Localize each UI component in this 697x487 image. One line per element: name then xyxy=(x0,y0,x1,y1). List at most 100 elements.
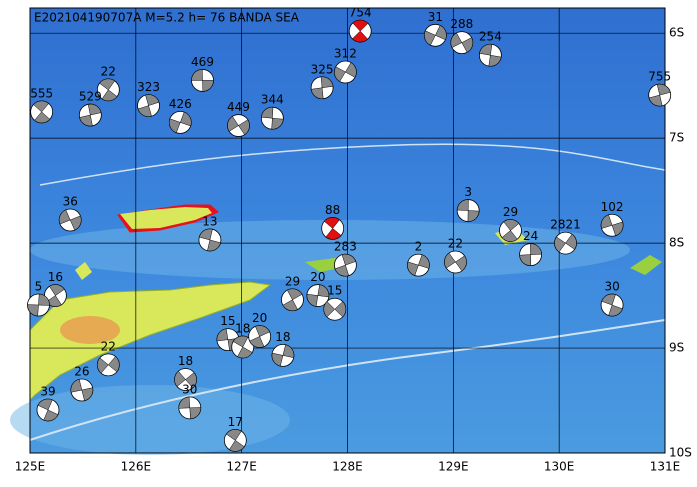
beachball-quadrant xyxy=(323,301,346,318)
island-timor xyxy=(29,281,272,402)
depth-label: 18 xyxy=(275,330,290,344)
map-title: E202104190707A M=5.2 h= 76 BANDA SEA xyxy=(34,11,300,25)
depth-label: 426 xyxy=(169,97,192,111)
y-tick-label: 9S xyxy=(669,341,684,355)
beachball-quadrant xyxy=(99,78,118,102)
depth-label: 449 xyxy=(227,100,250,114)
beachball-quadrant xyxy=(37,398,59,422)
x-tick-label: 128E xyxy=(332,460,363,474)
depth-label: 29 xyxy=(503,205,518,219)
depth-label: 3 xyxy=(464,185,472,199)
depth-label: 13 xyxy=(202,214,217,228)
y-tick-label: 8S xyxy=(669,236,684,250)
depth-label: 288 xyxy=(450,17,473,31)
beachball-quadrant xyxy=(79,103,102,127)
beachball-quadrant xyxy=(33,100,51,124)
trench-line xyxy=(39,143,666,186)
depth-label: 36 xyxy=(63,195,78,209)
depth-label: 17 xyxy=(228,415,243,429)
y-tick-label: 6S xyxy=(669,26,684,40)
depth-label: 254 xyxy=(479,30,502,44)
island xyxy=(630,255,662,275)
x-tick-label: 130E xyxy=(544,460,575,474)
depth-label: 15 xyxy=(327,284,342,298)
depth-label: 22 xyxy=(101,339,116,353)
x-tick-label: 126E xyxy=(121,460,152,474)
beachball-quadrant xyxy=(450,32,474,53)
beachball-quadrant xyxy=(501,219,520,242)
beachball-quadrant xyxy=(323,217,342,240)
beachball-quadrant xyxy=(601,293,623,317)
x-tick-label: 125E xyxy=(15,460,46,474)
beachball-quadrant xyxy=(334,253,357,277)
beachball-quadrant xyxy=(600,214,624,237)
beachball-quadrant xyxy=(519,243,542,266)
beachball-quadrant xyxy=(227,116,250,136)
depth-label: 469 xyxy=(191,55,214,69)
depth-label: 755 xyxy=(648,70,671,84)
depth-label: 15 xyxy=(220,314,235,328)
beachball-quadrant xyxy=(310,76,334,99)
beachball-quadrant xyxy=(232,335,253,359)
depth-label: 754 xyxy=(349,6,372,20)
beachball-quadrant xyxy=(648,83,671,107)
x-tick-label: 127E xyxy=(226,460,257,474)
depth-label: 555 xyxy=(30,86,53,100)
depth-label: 18 xyxy=(235,321,250,335)
beachball-quadrant xyxy=(97,356,120,374)
depth-label: 88 xyxy=(325,203,340,217)
beachball-quadrant xyxy=(407,254,430,276)
beachball-quadrant xyxy=(554,233,577,253)
shelf xyxy=(30,220,630,280)
beachball-quadrant xyxy=(479,43,502,67)
beachball-quadrant xyxy=(169,111,192,134)
depth-label: 2 xyxy=(415,240,423,254)
depth-label: 30 xyxy=(604,280,619,294)
depth-label: 20 xyxy=(310,270,325,284)
depth-label: 529 xyxy=(79,90,102,104)
depth-label: 22 xyxy=(448,236,463,250)
beachball-quadrant xyxy=(306,284,330,307)
beachball-quadrant xyxy=(249,325,270,348)
depth-label: 2821 xyxy=(550,218,581,232)
depth-label: 20 xyxy=(252,311,267,325)
depth-label: 18 xyxy=(178,354,193,368)
beachball-quadrant xyxy=(27,293,50,317)
depth-label: 26 xyxy=(74,365,89,379)
depth-label: 29 xyxy=(285,274,300,288)
beachball-quadrant xyxy=(178,396,202,420)
depth-label: 5 xyxy=(35,280,43,294)
depth-label: 39 xyxy=(40,384,55,398)
depth-label: 16 xyxy=(48,270,63,284)
depth-label: 30 xyxy=(182,382,197,396)
beachball-quadrant xyxy=(225,429,245,452)
beachball-quadrant xyxy=(174,370,197,389)
beachball-quadrant xyxy=(261,106,284,130)
x-tick-label: 131E xyxy=(650,460,681,474)
beachball-quadrant xyxy=(271,344,295,367)
beachball-quadrant xyxy=(456,199,480,222)
depth-label: 312 xyxy=(334,47,357,61)
depth-label: 22 xyxy=(101,64,116,78)
y-tick-label: 10S xyxy=(669,446,692,460)
island-wetar xyxy=(120,207,212,229)
beachball-quadrant xyxy=(352,19,369,43)
beachball-quadrant xyxy=(137,94,160,117)
beachball-quadrant xyxy=(70,378,94,402)
beachball-quadrant xyxy=(424,25,447,46)
shelf xyxy=(10,385,290,455)
island xyxy=(75,262,92,280)
x-tick-label: 129E xyxy=(438,460,469,474)
depth-label: 283 xyxy=(334,240,357,254)
depth-label: 102 xyxy=(601,200,624,214)
beachball-quadrant xyxy=(58,209,82,231)
beachball-quadrant xyxy=(282,288,303,312)
beachball-quadrant xyxy=(334,62,357,82)
depth-label: 24 xyxy=(523,229,538,243)
depth-label: 325 xyxy=(311,62,334,76)
beachball-quadrant xyxy=(191,69,214,92)
beachball-quadrant xyxy=(444,252,467,272)
y-tick-label: 7S xyxy=(669,131,684,145)
depth-label: 323 xyxy=(137,80,160,94)
